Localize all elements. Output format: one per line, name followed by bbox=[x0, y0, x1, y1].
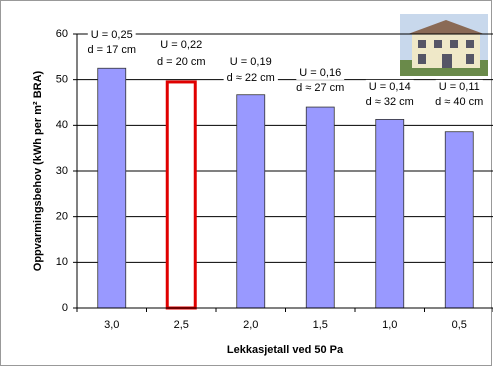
bar bbox=[167, 82, 195, 308]
x-tick-label: 1,0 bbox=[382, 319, 397, 331]
x-axis-label: Lekkasjetall ved 50 Pa bbox=[227, 344, 344, 356]
annotation: U = 0,22 bbox=[160, 39, 202, 51]
chart: Lekkasjetall ved 50 Pa Oppvarmingsbehov … bbox=[0, 0, 493, 367]
annotation: U = 0,11 bbox=[439, 81, 480, 93]
bar bbox=[306, 107, 334, 308]
y-tick-label: 50 bbox=[56, 74, 68, 86]
annotation: U = 0,14 bbox=[369, 81, 411, 93]
y-tick-label: 60 bbox=[56, 28, 68, 40]
annotation: d ≈ 32 cm bbox=[366, 96, 414, 108]
annotation: U = 0,16 bbox=[299, 67, 341, 79]
bar bbox=[445, 132, 473, 308]
annotation: d ≈ 40 cm bbox=[435, 96, 483, 108]
annotation: d = 17 cm bbox=[87, 44, 136, 56]
y-tick-label: 40 bbox=[56, 119, 68, 131]
house-picture bbox=[400, 14, 488, 76]
annotation: U = 0,25 bbox=[91, 29, 133, 41]
annotation: U = 0,19 bbox=[230, 56, 272, 68]
x-tick-label: 1,5 bbox=[313, 319, 328, 331]
annotation: d ≈ 22 cm bbox=[227, 72, 275, 84]
y-tick-label: 30 bbox=[56, 165, 68, 177]
bar bbox=[237, 95, 265, 308]
bar bbox=[376, 119, 404, 308]
x-tick-label: 2,5 bbox=[174, 319, 189, 331]
y-tick-label: 0 bbox=[62, 302, 68, 314]
annotation: d ≈ 27 cm bbox=[296, 82, 344, 94]
y-tick-label: 20 bbox=[56, 211, 68, 223]
y-axis-label: Oppvarmingsbehov (kWh per m² BRA) bbox=[32, 70, 44, 271]
x-tick-label: 3,0 bbox=[104, 319, 119, 331]
annotation: d = 20 cm bbox=[157, 56, 206, 68]
bar bbox=[98, 68, 126, 308]
x-tick-label: 0,5 bbox=[452, 319, 467, 331]
y-tick-label: 10 bbox=[56, 256, 68, 268]
x-tick-label: 2,0 bbox=[243, 319, 258, 331]
